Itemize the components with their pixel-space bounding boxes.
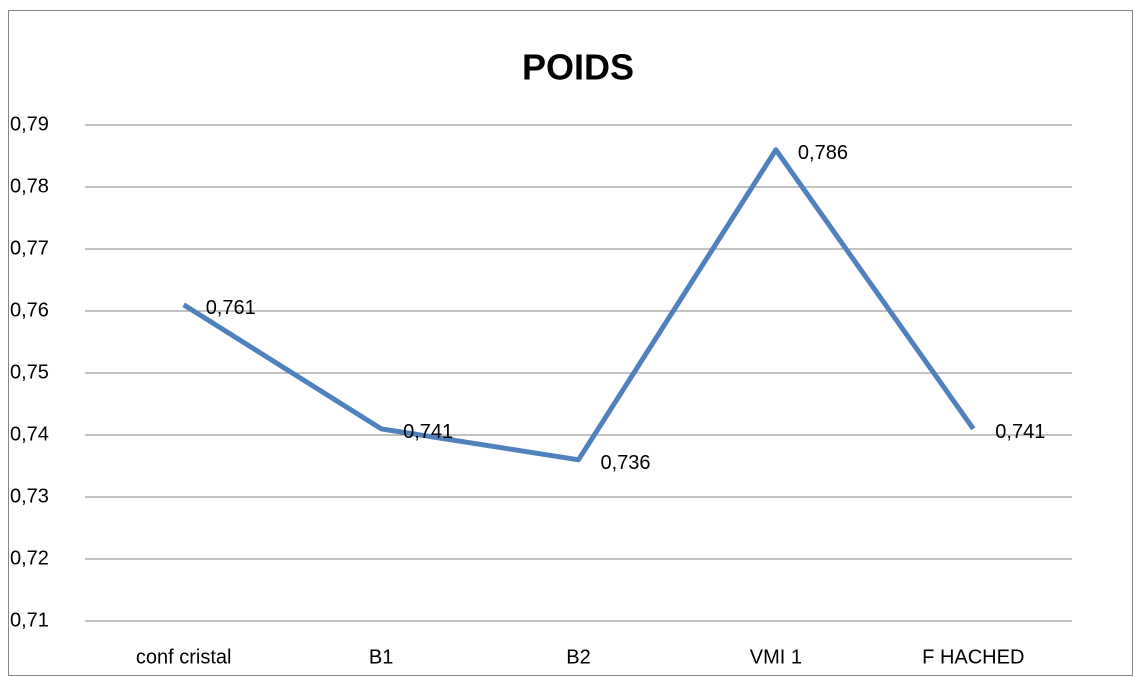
x-tick-label: B2	[566, 646, 590, 668]
x-tick-label: F HACHED	[922, 646, 1024, 668]
y-tick-label: 0,71	[10, 609, 49, 631]
data-label: 0,741	[403, 421, 453, 443]
y-tick-label: 0,78	[10, 175, 49, 197]
data-label: 0,736	[601, 452, 651, 474]
x-tick-label: conf cristal	[136, 646, 232, 668]
y-tick-label: 0,77	[10, 237, 49, 259]
y-tick-label: 0,72	[10, 547, 49, 569]
data-label: 0,786	[798, 142, 848, 164]
y-tick-label: 0,74	[10, 423, 49, 445]
y-tick-label: 0,79	[10, 113, 49, 135]
data-label: 0,761	[206, 297, 256, 319]
y-tick-label: 0,76	[10, 299, 49, 321]
data-label: 0,741	[995, 421, 1045, 443]
x-tick-label: VMI 1	[750, 646, 802, 668]
y-tick-label: 0,73	[10, 485, 49, 507]
data-line	[182, 147, 976, 463]
y-tick-label: 0,75	[10, 361, 49, 383]
chart-title: POIDS	[522, 47, 634, 88]
x-tick-label: B1	[369, 646, 393, 668]
chart-border	[8, 10, 1133, 676]
